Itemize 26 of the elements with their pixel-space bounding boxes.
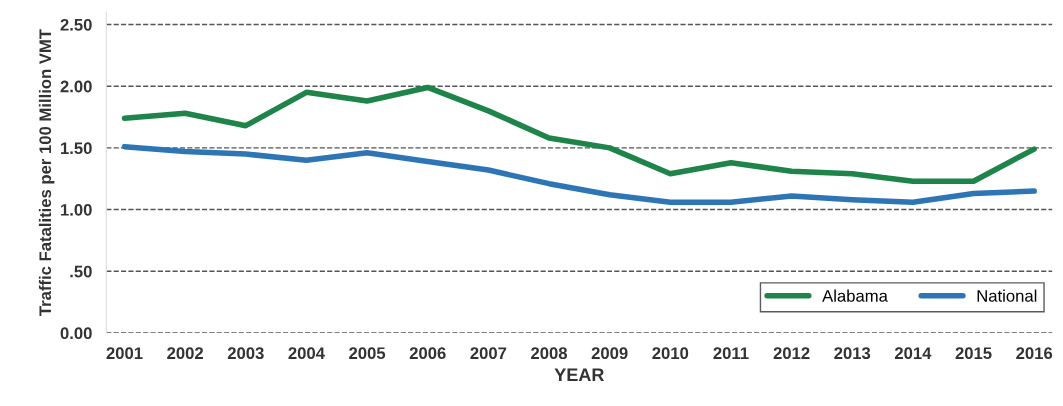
x-tick-label: 2008 <box>531 347 568 360</box>
y-tick-label: 1.50 <box>61 142 92 155</box>
x-tick-label: 2002 <box>167 347 204 360</box>
y-tick-label: 0.00 <box>60 327 92 340</box>
x-tick-label: 2003 <box>227 347 264 360</box>
x-tick-label: 2015 <box>955 347 992 360</box>
x-tick-label: 2001 <box>106 347 143 360</box>
x-tick-label: 2016 <box>1016 347 1053 360</box>
y-tick-label: 2.00 <box>60 80 92 93</box>
legend-label: Alabama <box>822 289 888 302</box>
y-axis-title: Traffic Fatalities per 100 Million VMT <box>38 29 55 316</box>
x-tick-label: 2005 <box>349 347 386 360</box>
x-tick-label: 2014 <box>894 347 932 360</box>
x-tick-label: 2010 <box>652 347 689 360</box>
legend-label: National <box>977 289 1037 302</box>
x-tick-label: 2013 <box>834 347 871 360</box>
x-tick-label: 2012 <box>773 347 810 360</box>
y-tick-label: 2.50 <box>60 18 92 31</box>
y-tick-label: 1.00 <box>61 203 92 216</box>
x-axis-title: YEAR <box>554 368 605 381</box>
x-tick-label: 2009 <box>591 347 628 360</box>
x-tick-label: 2004 <box>288 347 325 360</box>
x-tick-label: 2006 <box>409 347 446 360</box>
x-tick-label: 2007 <box>470 347 507 360</box>
y-tick-label: .50 <box>70 265 92 278</box>
x-tick-label: 2011 <box>713 347 749 360</box>
